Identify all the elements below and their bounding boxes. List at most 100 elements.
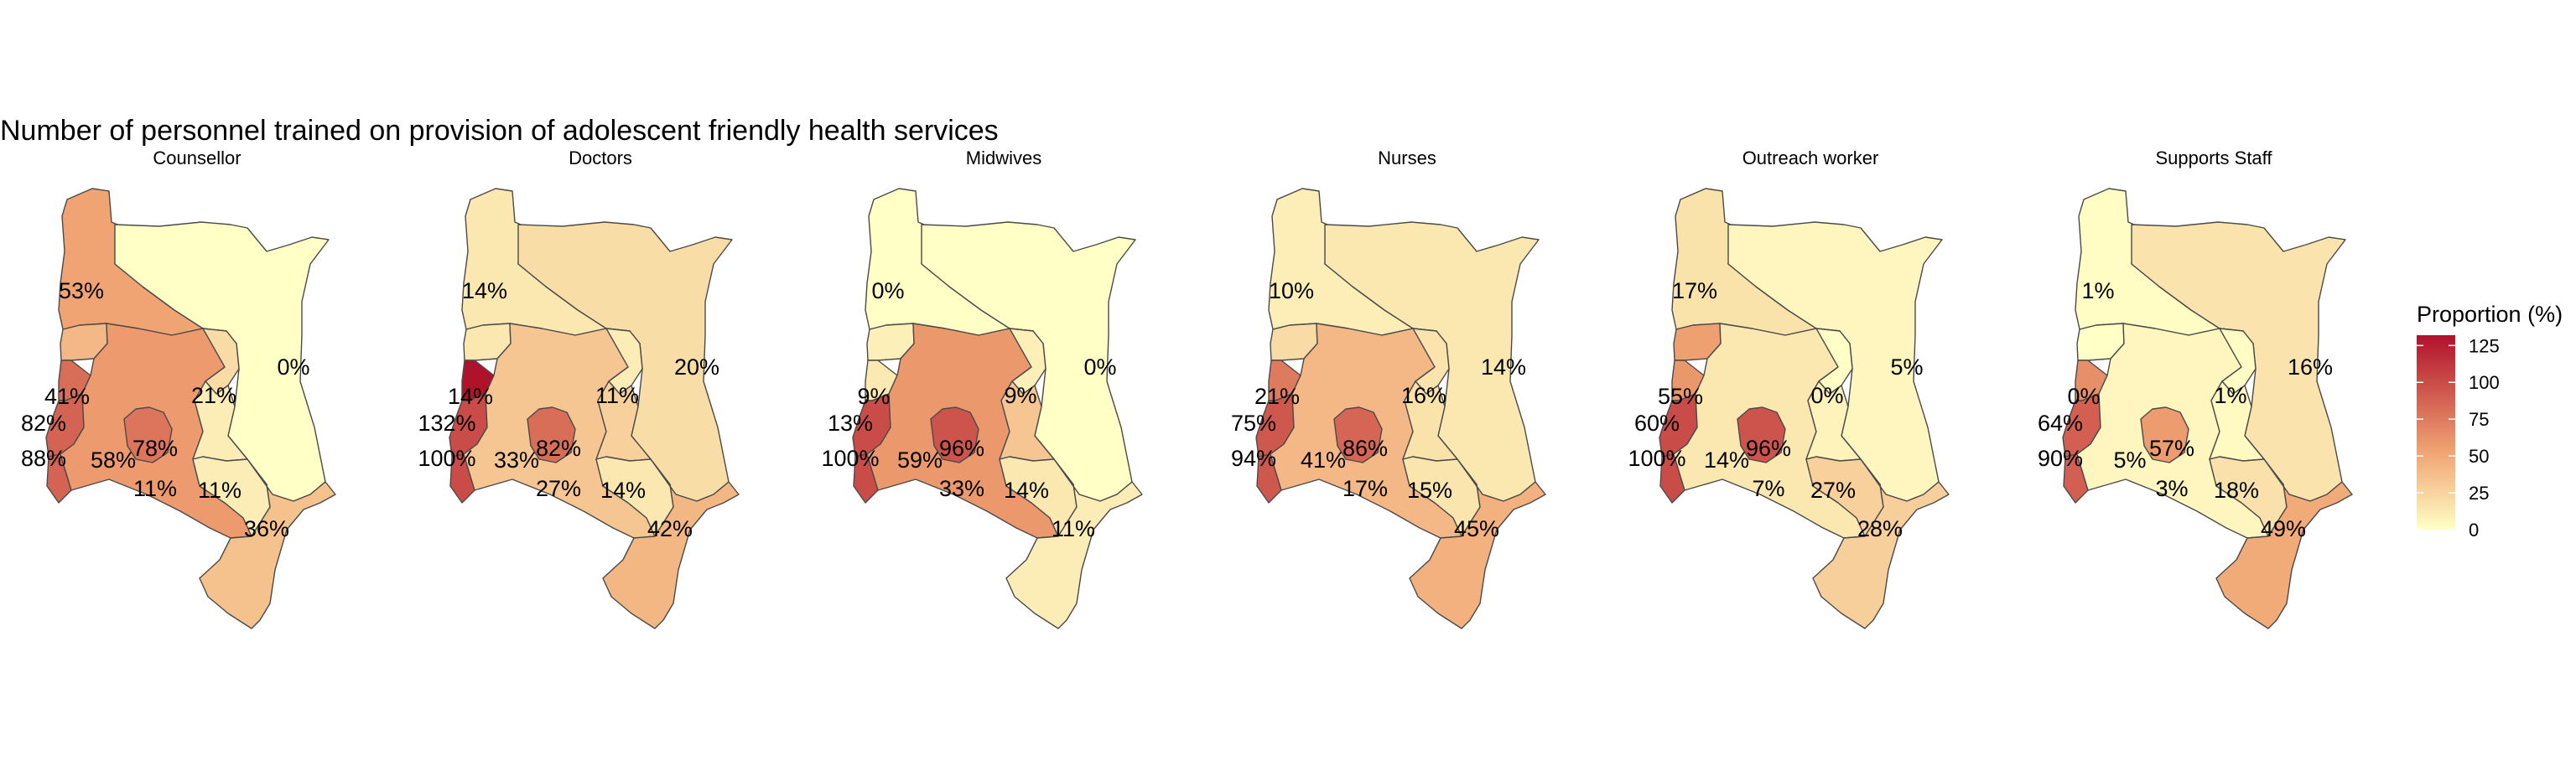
data-label: 1% <box>2081 278 2114 303</box>
county-region <box>602 458 740 629</box>
data-label: 14% <box>600 478 646 503</box>
data-label: 42% <box>647 516 693 541</box>
legend-title: Proportion (%) <box>2417 302 2563 327</box>
data-label: 78% <box>132 436 178 461</box>
data-label: 11% <box>1052 516 1095 541</box>
data-label: 16% <box>2288 354 2333 380</box>
data-label: 58% <box>91 447 136 473</box>
data-label: 100% <box>418 446 475 471</box>
county-region <box>853 453 879 504</box>
data-label: 14% <box>462 278 507 303</box>
data-label: 10% <box>1269 278 1314 303</box>
data-label: 41% <box>44 384 90 409</box>
data-label: 27% <box>536 476 581 501</box>
data-label: 16% <box>1401 383 1446 408</box>
county-region <box>999 380 1055 462</box>
county-region <box>2140 406 2189 463</box>
data-label: 60% <box>1634 411 1680 436</box>
county-region <box>46 453 72 504</box>
data-label: 21% <box>191 383 236 408</box>
legend: Proportion (%) 0 25 50 75 100 125 <box>2417 302 2563 541</box>
data-label: 18% <box>2214 478 2259 503</box>
data-label: 64% <box>2038 411 2083 436</box>
data-label: 36% <box>244 516 289 541</box>
data-label: 100% <box>821 446 879 471</box>
data-label: 7% <box>1752 476 1784 501</box>
chart-title: Number of personnel trained on provision… <box>0 115 999 147</box>
data-label: 27% <box>1810 478 1856 503</box>
data-label: 33% <box>494 447 539 473</box>
data-label: 9% <box>1004 383 1036 408</box>
data-label: 11% <box>133 476 177 501</box>
county-region <box>1333 406 1383 463</box>
county-region <box>1737 406 1786 463</box>
data-label: 5% <box>1890 354 1923 380</box>
panel-title: Outreach worker <box>1742 147 1879 168</box>
data-label: 15% <box>1407 478 1452 503</box>
data-label: 13% <box>828 411 873 436</box>
data-label: 20% <box>674 354 719 380</box>
panel-title: Supports Staff <box>2155 147 2272 168</box>
data-label: 21% <box>1254 384 1300 409</box>
county-region <box>1256 453 1282 504</box>
data-label: 132% <box>418 411 475 436</box>
legend-tick-label: 0 <box>2469 520 2479 541</box>
legend-tick-label: 125 <box>2469 335 2500 356</box>
data-label: 11% <box>595 383 639 408</box>
data-label: 28% <box>1857 516 1903 541</box>
county-region <box>449 453 475 504</box>
county-region <box>2209 380 2265 462</box>
data-label: 17% <box>1672 278 1717 303</box>
panel-title: Doctors <box>569 147 632 168</box>
data-label: 82% <box>536 436 581 461</box>
data-label: 49% <box>2261 516 2306 541</box>
data-label: 94% <box>1231 446 1276 471</box>
data-label: 5% <box>2113 447 2146 473</box>
panel-title: Nurses <box>1378 147 1436 168</box>
legend-tick-label: 25 <box>2469 483 2489 504</box>
data-label: 82% <box>21 411 66 436</box>
data-label: 0% <box>1083 354 1116 380</box>
legend-tick-label: 75 <box>2469 409 2489 430</box>
data-label: 0% <box>1810 383 1843 408</box>
data-label: 96% <box>939 436 984 461</box>
county-region <box>2215 458 2353 629</box>
map-panel: Nurses 10% 14% 21%75% 94% 41%86% 16% 17% 15%45% <box>1231 147 1546 629</box>
data-label: 14% <box>448 384 493 409</box>
map-panel: Supports Staff 1% 16% 0%64% 90% 5% 57% 1% 3% 18%4… <box>2038 147 2353 629</box>
county-region <box>1805 380 1862 462</box>
data-label: 75% <box>1231 411 1276 436</box>
data-label: 0% <box>2067 384 2100 409</box>
map-panel: Outreach worker 17% 5% 55%60% 100% 14%96% 0% 7%… <box>1628 147 1950 629</box>
panel-title: Counsellor <box>153 147 241 168</box>
data-label: 86% <box>1343 436 1388 461</box>
data-label: 88% <box>21 446 66 471</box>
county-region <box>123 406 173 463</box>
data-label: 17% <box>1343 476 1388 501</box>
data-label: 14% <box>1004 478 1049 503</box>
data-label: 55% <box>1658 384 1703 409</box>
data-label: 45% <box>1454 516 1499 541</box>
data-label: 1% <box>2214 383 2246 408</box>
county-region <box>199 458 336 629</box>
data-label: 53% <box>59 278 104 303</box>
county-region <box>1812 458 1950 629</box>
data-label: 14% <box>1704 447 1749 473</box>
data-label: 96% <box>1746 436 1791 461</box>
panel-title: Midwives <box>966 147 1041 168</box>
data-label: 33% <box>939 476 984 501</box>
county-region <box>2063 453 2089 504</box>
legend-ticks: 0 25 50 75 100 125 <box>2417 335 2500 541</box>
county-region <box>595 380 652 462</box>
county-region <box>1005 458 1143 629</box>
data-label: 57% <box>2149 436 2194 461</box>
data-label: 59% <box>897 447 943 473</box>
data-label: 0% <box>277 354 309 380</box>
legend-colorbar <box>2417 335 2455 530</box>
